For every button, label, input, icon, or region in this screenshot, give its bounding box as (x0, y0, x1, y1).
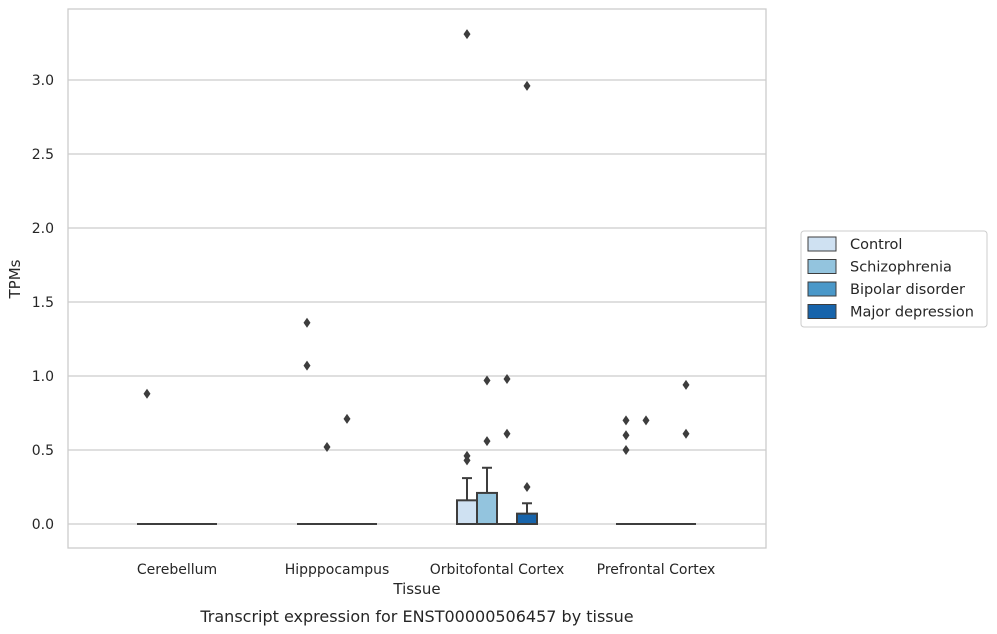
y-tick-label: 1.5 (32, 295, 54, 311)
box-group (636, 415, 656, 525)
box-group (616, 415, 636, 525)
x-tick-label: Cerebellum (137, 562, 217, 578)
y-tick-label: 0.5 (32, 443, 54, 459)
gridlines (68, 79, 766, 525)
outlier-point (323, 442, 331, 453)
outlier-point (642, 415, 650, 426)
legend-label: Schizophrenia (850, 260, 952, 276)
outlier-point (483, 436, 491, 447)
box-group (676, 379, 696, 525)
legend-swatch (807, 304, 837, 319)
box-group (137, 388, 157, 525)
outlier-point (463, 455, 471, 466)
box (476, 491, 498, 526)
x-tick-labels: Cerebellum Hipppocampus Orbitofontal Corte… (137, 562, 715, 578)
legend-swatch (807, 236, 837, 252)
outlier-point (343, 413, 351, 424)
outlier-point (523, 80, 531, 91)
box (516, 512, 538, 526)
outlier-point (622, 415, 630, 426)
outlier-point (682, 379, 690, 390)
outlier-point (503, 373, 511, 384)
box-group (317, 442, 337, 525)
x-tick-label: Prefrontal Cortex (597, 562, 716, 578)
boxes-layer (137, 29, 696, 526)
y-tick-label: 2.5 (32, 147, 54, 163)
outlier-point (503, 428, 511, 439)
y-tick-label: 2.0 (32, 221, 54, 237)
legend-swatch (807, 281, 837, 297)
chart-caption: Transcript expression for ENST0000050645… (199, 607, 633, 626)
outlier-point (483, 375, 491, 386)
outlier-point (682, 428, 690, 439)
outlier-point (622, 445, 630, 455)
legend-label: Major depression (850, 305, 974, 321)
x-tick-label: Orbitofontal Cortex (430, 562, 565, 578)
legend-label: Control (850, 237, 902, 253)
plot-area-background (68, 9, 766, 548)
y-axis-label: TPMs (6, 259, 24, 299)
outlier-point (303, 317, 311, 328)
y-tick-label: 1.0 (32, 369, 54, 385)
legend-swatch (807, 259, 837, 274)
box-group (297, 317, 317, 525)
box (456, 499, 478, 526)
outlier-point (303, 360, 311, 371)
box-group (516, 80, 538, 526)
outlier-point (523, 482, 531, 492)
y-tick-label: 0.0 (32, 517, 54, 533)
plot-frame (67, 8, 767, 549)
box-group (476, 375, 498, 526)
legend: Control Schizophrenia Bipolar disorder Majo… (800, 230, 988, 328)
outlier-point (143, 388, 151, 399)
outlier-point (463, 29, 471, 40)
x-tick-label: Hipppocampus (285, 562, 390, 578)
x-axis-label: Tissue (392, 580, 440, 598)
box-group (337, 413, 357, 525)
outlier-point (622, 430, 630, 441)
legend-frame (800, 230, 988, 328)
y-tick-label: 3.0 (32, 73, 54, 89)
box-group (497, 373, 517, 525)
y-tick-labels: 0.0 0.5 1.0 1.5 2.0 2.5 3.0 (32, 73, 54, 533)
legend-label: Bipolar disorder (850, 282, 965, 298)
